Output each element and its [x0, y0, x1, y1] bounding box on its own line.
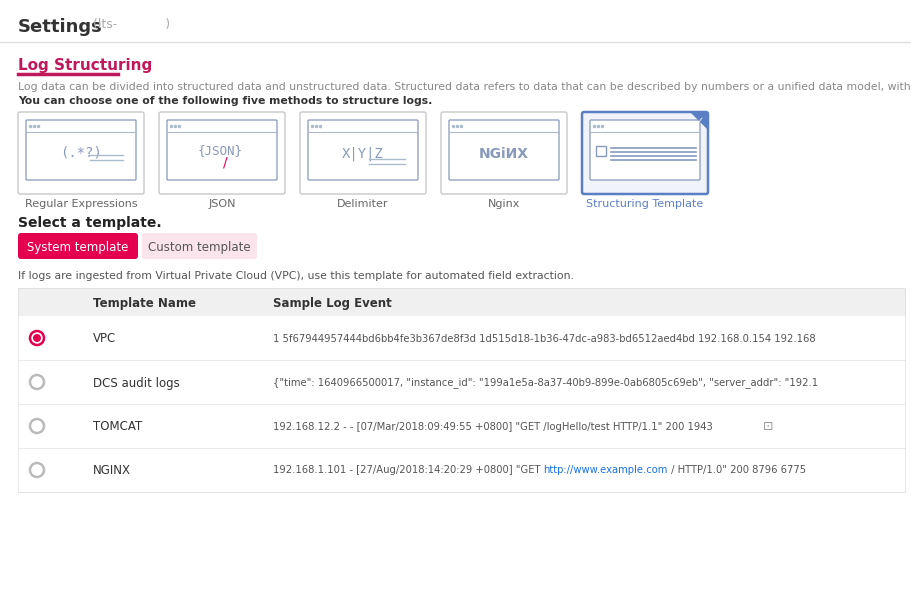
Text: If logs are ingested from Virtual Private Cloud (VPC), use this template for aut: If logs are ingested from Virtual Privat… — [18, 271, 574, 281]
Text: NGINX: NGINX — [93, 464, 131, 478]
Text: You can choose one of the following five methods to structure logs.: You can choose one of the following five… — [18, 96, 433, 106]
Text: http://www.example.com: http://www.example.com — [544, 465, 668, 475]
FancyBboxPatch shape — [308, 120, 418, 180]
Bar — [18, 316, 905, 360]
Text: Template Name: Template Name — [93, 296, 196, 310]
Text: 192.168.1.101 - [27/Aug/2018:14:20:29 +0800] "GET: 192.168.1.101 - [27/Aug/2018:14:20:29 +0… — [273, 465, 544, 475]
FancyBboxPatch shape — [26, 120, 136, 180]
FancyBboxPatch shape — [167, 120, 277, 180]
FancyBboxPatch shape — [582, 112, 708, 194]
Text: X|Y|Z: X|Y|Z — [342, 147, 384, 161]
Text: System template: System template — [27, 241, 128, 254]
Bar — [18, 404, 905, 448]
Text: 1 5f67944957444bd6bb4fe3b367de8f3d 1d515d18-1b36-47dc-a983-bd6512aed4bd 192.168.: 1 5f67944957444bd6bb4fe3b367de8f3d 1d515… — [273, 334, 815, 344]
FancyBboxPatch shape — [590, 120, 700, 180]
Text: (.*?): (.*?) — [60, 145, 102, 159]
Text: Log data can be divided into structured data and unstructured data. Structured d: Log data can be divided into structured … — [18, 82, 911, 92]
Bar — [596, 146, 606, 156]
Bar — [18, 448, 905, 492]
Text: 192.168.12.2 - - [07/Mar/2018:09:49:55 +0800] "GET /logHello/test HTTP/1.1" 200 : 192.168.12.2 - - [07/Mar/2018:09:49:55 +… — [273, 422, 712, 432]
Text: Regular Expressions: Regular Expressions — [25, 199, 138, 209]
Circle shape — [33, 334, 41, 342]
Text: /: / — [222, 155, 228, 169]
Text: {"time": 1640966500017, "instance_id": "199a1e5a-8a37-40b9-899e-0ab6805c69eb", ": {"time": 1640966500017, "instance_id": "… — [273, 378, 818, 389]
FancyBboxPatch shape — [18, 112, 144, 194]
Text: Delimiter: Delimiter — [337, 199, 389, 209]
Text: JSON: JSON — [209, 199, 236, 209]
Text: Nginx: Nginx — [487, 199, 520, 209]
FancyBboxPatch shape — [300, 112, 426, 194]
FancyBboxPatch shape — [441, 112, 567, 194]
Text: / HTTP/1.0" 200 8796 6775: / HTTP/1.0" 200 8796 6775 — [668, 465, 806, 475]
Bar — [18, 288, 905, 316]
Text: Select a template.: Select a template. — [18, 216, 161, 230]
Bar — [18, 360, 905, 404]
Text: DCS audit logs: DCS audit logs — [93, 376, 179, 389]
FancyBboxPatch shape — [142, 233, 257, 259]
Text: Custom template: Custom template — [148, 241, 251, 254]
FancyBboxPatch shape — [159, 112, 285, 194]
Text: ✓: ✓ — [696, 116, 704, 126]
Text: Settings: Settings — [18, 18, 103, 36]
Polygon shape — [690, 112, 708, 130]
Text: (lts-            ): (lts- ) — [93, 18, 170, 31]
Text: Log Structuring: Log Structuring — [18, 58, 152, 73]
Text: Structuring Template: Structuring Template — [587, 199, 703, 209]
Text: NGiИX: NGiИX — [479, 147, 529, 161]
Text: TOMCAT: TOMCAT — [93, 420, 142, 433]
FancyBboxPatch shape — [449, 120, 559, 180]
Bar — [18, 288, 905, 492]
Text: {JSON}: {JSON} — [198, 144, 242, 158]
Text: Sample Log Event: Sample Log Event — [273, 296, 392, 310]
FancyBboxPatch shape — [18, 233, 138, 259]
Text: ⊡: ⊡ — [763, 420, 773, 433]
Text: VPC: VPC — [93, 332, 117, 345]
